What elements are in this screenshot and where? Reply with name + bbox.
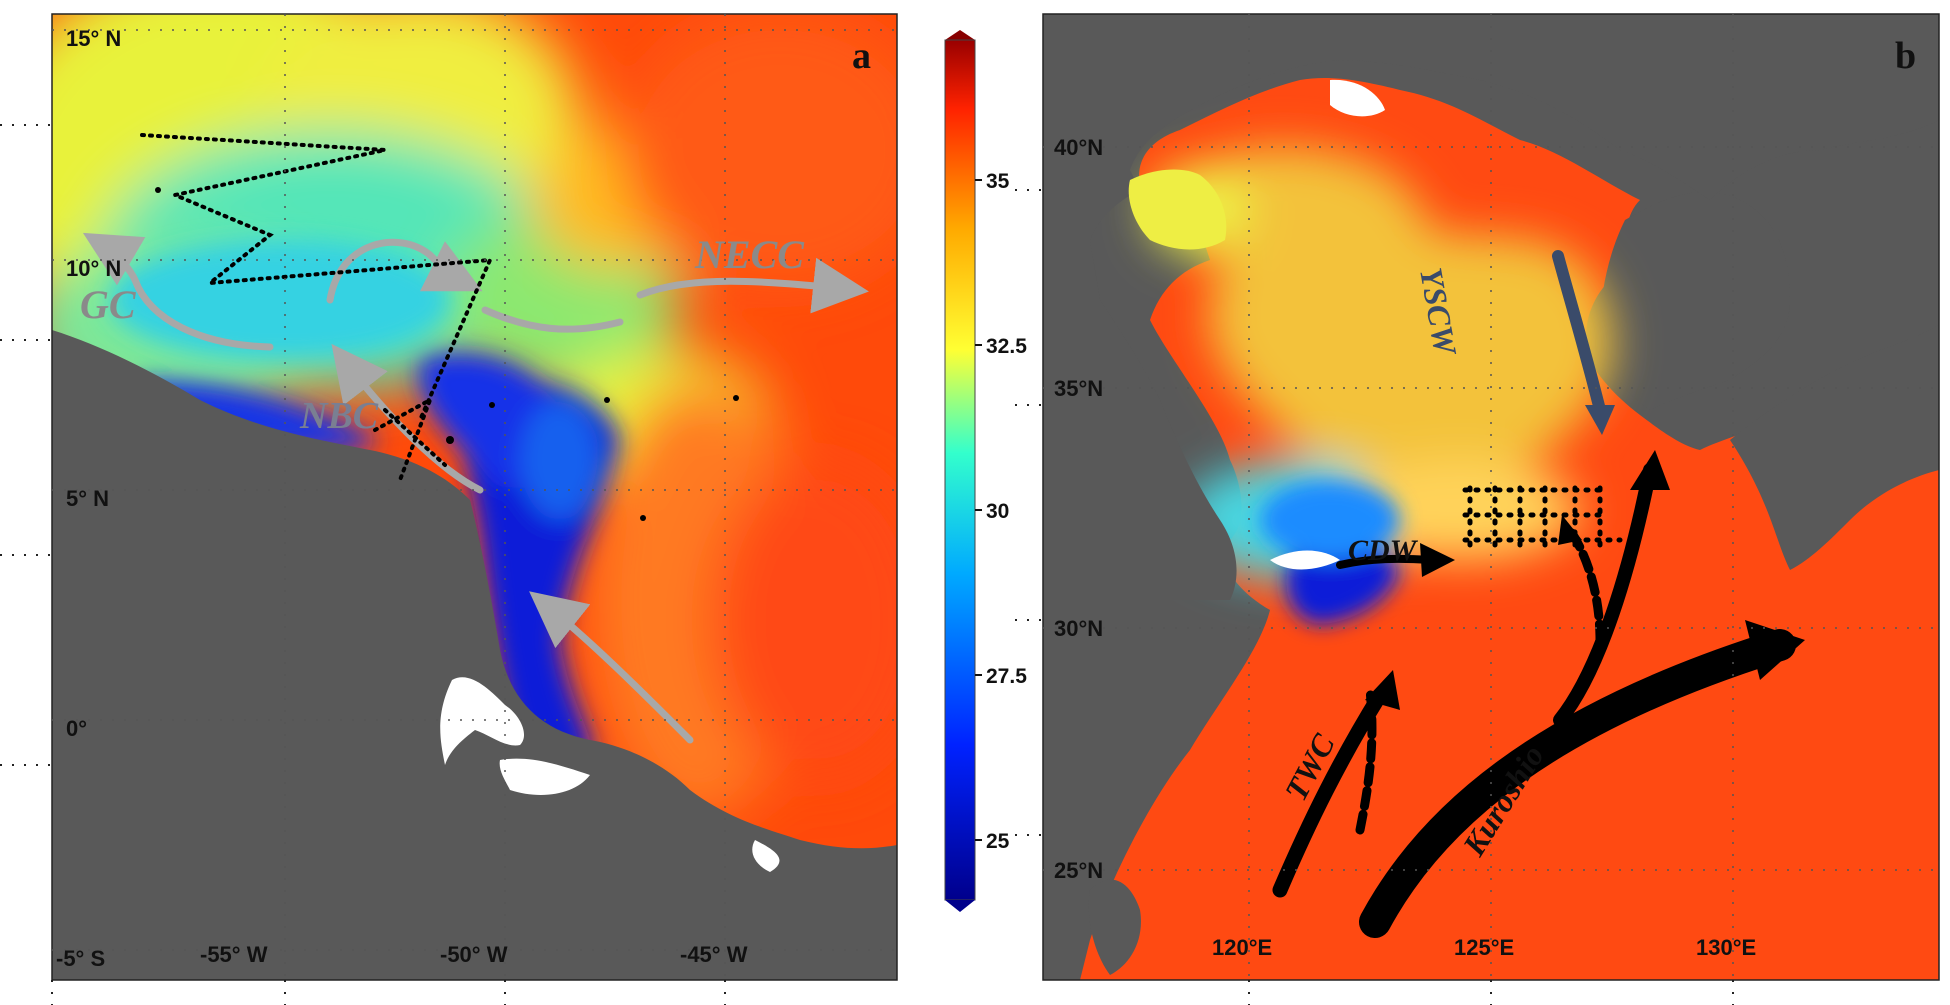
panel-b-lon-tick: 120°E (1212, 935, 1272, 960)
panel-b-letter: b (1895, 35, 1916, 77)
panel-a-lat-tick: 5° N (66, 486, 109, 511)
panel-b-grid (1043, 14, 1939, 980)
colorbar: 35 32.5 30 27.5 25 (944, 30, 1027, 912)
panel-a-estuary (440, 677, 525, 765)
panel-b-lat-tick: 30°N (1054, 616, 1103, 641)
current-label-cdw: CDW (1348, 534, 1419, 567)
panel-a-lon-tick: -50° W (440, 942, 508, 967)
panel-b-lon-tick: 130°E (1696, 935, 1756, 960)
panel-a-lat-tick: -5° S (56, 946, 105, 971)
panel-b-lat-tick: 35°N (1054, 376, 1103, 401)
panel-a-lat-tick: 10° N (66, 256, 121, 281)
panel-a-land (52, 330, 897, 980)
panel-b-lat-tick: 40°N (1054, 135, 1103, 160)
colorbar-tick: 32.5 (986, 335, 1027, 358)
panel-b-lon-tick: 125°E (1454, 935, 1514, 960)
current-label-necc: NECC (694, 232, 805, 277)
panel-a-lat-tick: 0° (66, 716, 87, 741)
colorbar-tick: 25 (986, 830, 1010, 853)
colorbar-tick: 35 (986, 170, 1010, 193)
current-label-nbc: NBC (299, 395, 379, 437)
panel-a-lon-tick: -45° W (680, 942, 748, 967)
colorbar-tick: 27.5 (986, 665, 1027, 688)
panel-a-lat-tick: 15° N (66, 26, 121, 51)
panel-a-lon-tick: -55° W (200, 942, 268, 967)
panel-b-stations (1462, 485, 1623, 548)
colorbar-tick: 30 (986, 500, 1009, 523)
panel-b-current-arrows (1272, 250, 1796, 938)
current-label-gc: GC (80, 282, 137, 327)
panel-a-stations (140, 133, 494, 482)
panel-a-letter: a (852, 35, 871, 77)
panel-a-map (52, 14, 897, 980)
panel-a-grid (52, 14, 897, 980)
colorbar-gradient (944, 39, 976, 901)
panel-b-lat-tick: 25°N (1054, 858, 1103, 883)
